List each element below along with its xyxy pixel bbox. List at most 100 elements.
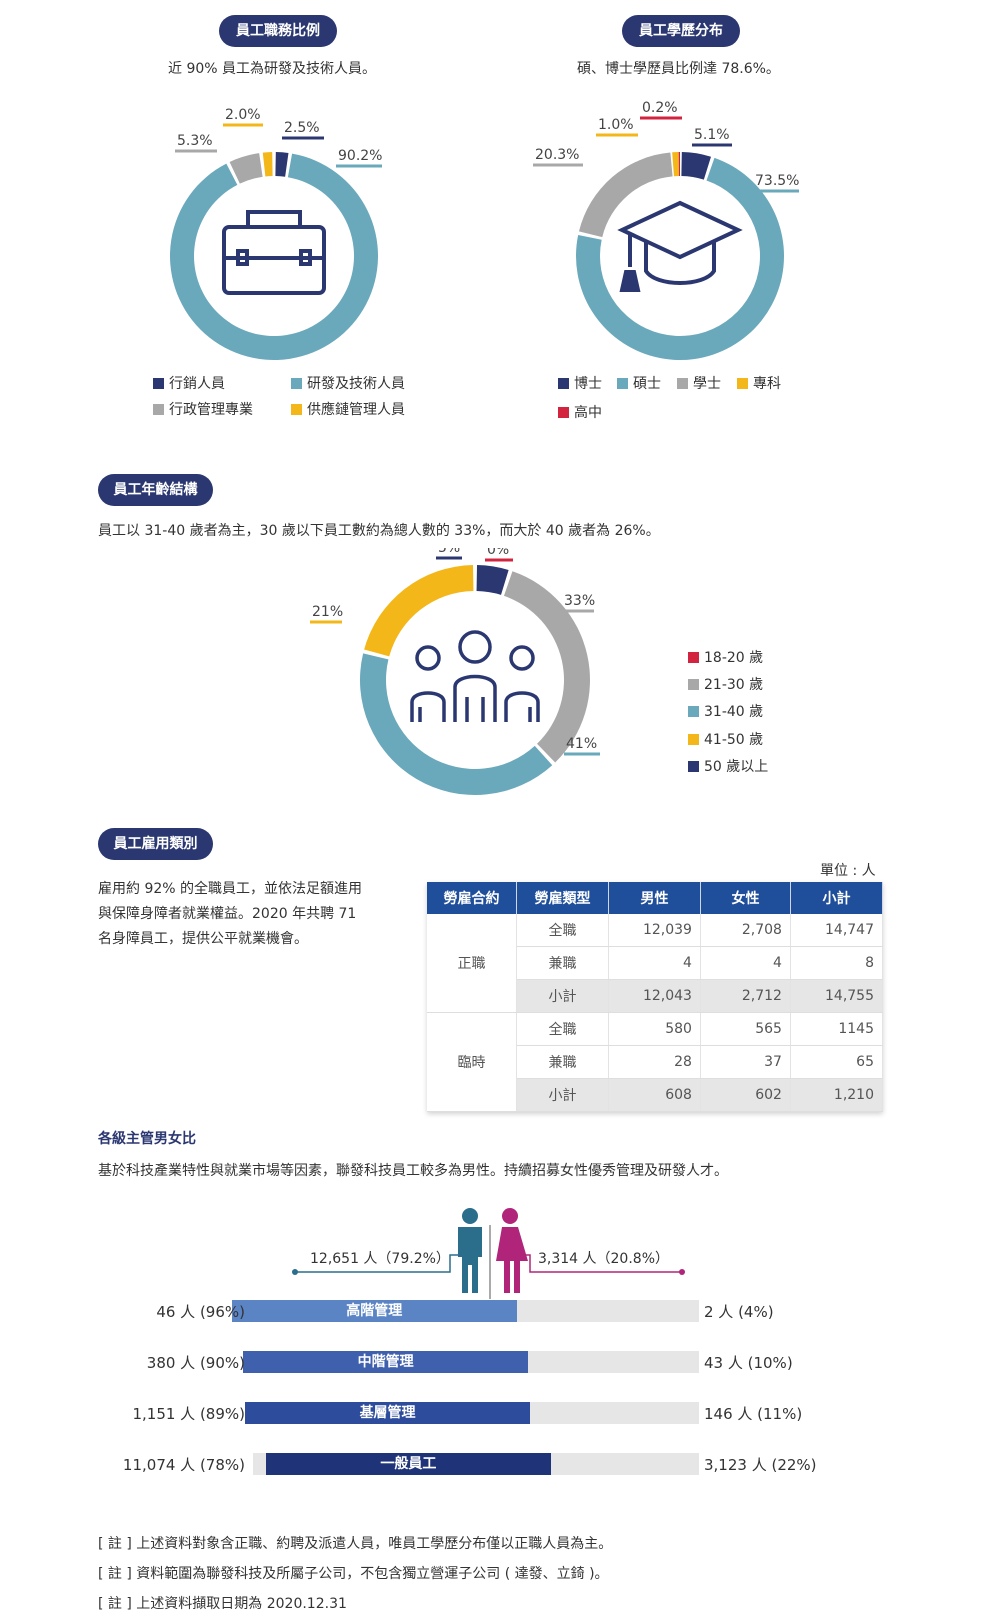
slice-value-label: 20.3% (535, 147, 579, 163)
edu-section-title: 員工學歷分布 (622, 15, 740, 47)
mgmt-section-title: 各級主管男女比 (98, 1131, 196, 1147)
female-cell: 565 (700, 1012, 791, 1046)
donut-slice (672, 152, 679, 177)
donut-slice (360, 653, 553, 795)
bar-segment: 中階管理 (243, 1351, 528, 1373)
female-total-label: 3,314 人（20.8%） (538, 1251, 669, 1267)
type-cell: 小計 (516, 979, 609, 1013)
graduation-cap-icon (617, 200, 743, 292)
legend-age-41-50: 41-50 歲 (688, 729, 763, 749)
edu-donut-chart: 5.1% 73.5% 20.3% 1.0% 0.2% (533, 100, 799, 360)
male-value-label: 11,074 人 (78%) (122, 1456, 245, 1474)
male-value-label: 380 人 (90%) (146, 1354, 245, 1372)
table-row: 臨時 全職 580 565 1145 (427, 1012, 884, 1112)
legend-edu-highschool: 高中 (558, 402, 602, 422)
age-donut-chart: 5% 33% 41% 21% 0% (310, 548, 600, 795)
table-row-subtotal: 小計 12,043 2,712 14,755 (427, 979, 884, 1013)
emp-section-desc-2: 與保障身障者就業權益。2020 年共聘 71 (98, 906, 357, 922)
type-cell: 小計 (516, 1078, 609, 1112)
col-header-male: 男性 (608, 882, 701, 914)
female-cell: 37 (700, 1045, 791, 1079)
donut-slice (229, 153, 263, 184)
donut-slice (364, 565, 474, 657)
type-cell: 全職 (516, 1012, 609, 1046)
female-value-label: 43 人 (10%) (704, 1354, 793, 1372)
male-cell: 28 (608, 1045, 701, 1079)
male-icon (458, 1208, 482, 1293)
total-cell: 14,747 (790, 914, 884, 947)
male-total-label: 12,651 人（79.2%） (310, 1251, 450, 1267)
female-cell: 2,708 (700, 914, 791, 947)
type-cell: 全職 (516, 914, 609, 947)
job-section-desc: 近 90% 員工為研發及技術人員。 (168, 61, 377, 77)
people-icon (410, 630, 540, 722)
female-cell: 4 (700, 946, 791, 980)
bar-segment: 高階管理 (232, 1300, 517, 1322)
female-value-label: 2 人 (4%) (704, 1303, 774, 1321)
male-cell: 4 (608, 946, 701, 980)
job-section-title: 員工職務比例 (219, 15, 337, 47)
slice-value-label: 73.5% (755, 173, 799, 189)
emp-section-desc-3: 名身障員工，提供公平就業機會。 (98, 931, 308, 947)
bar-segment: 一般員工 (266, 1453, 551, 1475)
gender-totals-graphic: 12,651 人（79.2%） 3,314 人（20.8%） (292, 1208, 685, 1299)
donut-slice (678, 152, 680, 177)
legend-job-admin: 行政管理專業 (153, 399, 253, 419)
col-header-type: 勞雇類型 (516, 882, 609, 914)
slice-value-label: 2.0% (225, 107, 261, 123)
footnote: [ 註 ] 上述資料擷取日期為 2020.12.31 (98, 1596, 347, 1612)
total-cell: 1145 (790, 1012, 884, 1046)
female-icon (496, 1208, 528, 1293)
legend-age-21-30: 21-30 歲 (688, 674, 763, 694)
donut-slice (262, 152, 273, 177)
legend-age-50-plus: 50 歲以上 (688, 756, 768, 776)
female-cell: 2,712 (700, 979, 791, 1013)
total-cell: 8 (790, 946, 884, 980)
male-cell: 580 (608, 1012, 701, 1046)
edu-section-desc: 碩、博士學歷員比例達 78.6%。 (577, 61, 780, 77)
total-cell: 14,755 (790, 979, 884, 1013)
donut-slice (476, 565, 509, 595)
briefcase-icon (222, 210, 326, 295)
job-donut-chart: 2.5% 90.2% 5.3% 2.0% (170, 107, 382, 360)
male-cell: 608 (608, 1078, 701, 1112)
legend-edu-bachelor: 學士 (677, 373, 721, 393)
contract-cell: 臨時 (427, 1012, 517, 1112)
female-value-label: 146 人 (11%) (704, 1405, 803, 1423)
slice-value-label: 21% (312, 604, 343, 620)
col-header-total: 小計 (790, 882, 884, 914)
employment-table: 勞雇合約 勞雇類型 男性 女性 小計 正職 全職 12,039 2,708 14… (427, 882, 884, 1112)
type-cell: 兼職 (516, 1045, 609, 1079)
slice-value-label: 1.0% (598, 117, 634, 133)
legend-edu-college: 專科 (737, 373, 781, 393)
donut-slice (275, 152, 289, 177)
total-cell: 65 (790, 1045, 884, 1079)
bar-segment: 基層管理 (245, 1402, 530, 1424)
legend-job-rd: 研發及技術人員 (291, 373, 405, 393)
male-cell: 12,043 (608, 979, 701, 1013)
slice-value-label: 33% (564, 593, 595, 609)
emp-section-desc-1: 雇用約 92% 的全職員工，並依法足額進用 (98, 881, 363, 897)
slice-value-label: 2.5% (284, 120, 320, 136)
male-cell: 12,039 (608, 914, 701, 947)
footnote: [ 註 ] 資料範圍為聯發科技及所屬子公司，不包含獨立營運子公司 ( 達發、立錡… (98, 1566, 609, 1582)
slice-value-label: 41% (566, 736, 597, 752)
age-section-desc: 員工以 31-40 歲者為主，30 歲以下員工數約為總人數的 33%，而大於 4… (98, 523, 660, 539)
slice-value-label: 0.2% (642, 100, 678, 116)
legend-job-marketing: 行銷人員 (153, 373, 225, 393)
male-value-label: 1,151 人 (89%) (132, 1405, 245, 1423)
emp-section-title: 員工雇用類別 (98, 828, 213, 860)
male-value-label: 46 人 (96%) (156, 1303, 245, 1321)
mgmt-section-desc: 基於科技產業特性與就業市場等因素，聯發科技員工較多為男性。持續招募女性優秀管理及… (98, 1163, 728, 1179)
legend-job-supply: 供應鏈管理人員 (291, 399, 405, 419)
donut-slice (681, 152, 711, 180)
table-row-subtotal: 小計 608 602 1,210 (427, 1078, 884, 1112)
slice-value-label: 5% (438, 548, 460, 556)
slice-value-label: 90.2% (338, 148, 382, 164)
female-cell: 602 (700, 1078, 791, 1112)
slice-value-label: 5.1% (694, 127, 730, 143)
donut-slice (503, 571, 590, 763)
table-row: 兼職 4 4 8 (427, 946, 884, 980)
age-section-title: 員工年齡結構 (98, 474, 213, 506)
type-cell: 兼職 (516, 946, 609, 980)
